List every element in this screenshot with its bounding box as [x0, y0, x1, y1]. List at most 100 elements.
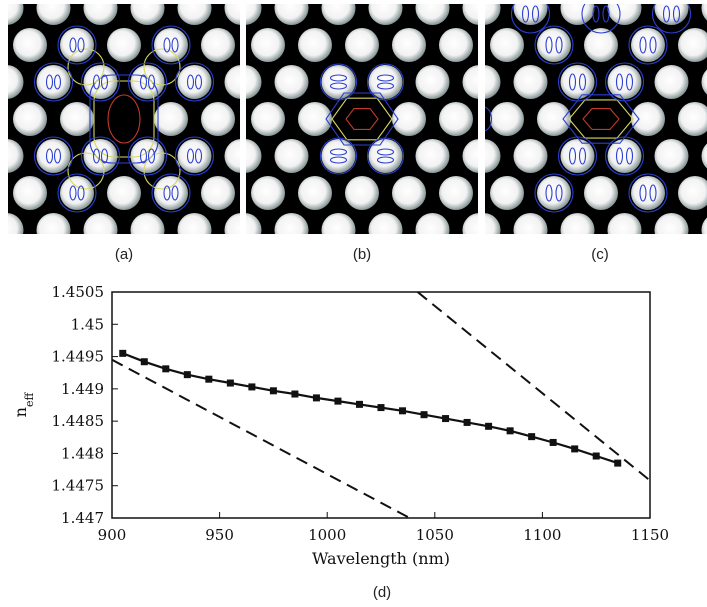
- contour-rod-lobe: [531, 5, 540, 23]
- rod: [224, 139, 240, 173]
- rod: [130, 65, 165, 99]
- rod: [462, 213, 478, 234]
- rod: [485, 65, 501, 99]
- rod: [298, 28, 332, 62]
- rod: [513, 139, 548, 173]
- rod: [177, 139, 212, 173]
- rod: [321, 213, 356, 234]
- rod: [584, 28, 618, 62]
- neff-data-point: [442, 415, 450, 423]
- mode-field-image-c: [485, 4, 707, 234]
- contour-rod-field: [510, 4, 551, 34]
- rod: [246, 4, 262, 25]
- mode-field-image-b: [246, 4, 478, 234]
- contour-rod-field: [557, 136, 598, 176]
- x-tick-label: 1050: [416, 526, 454, 544]
- rod: [177, 4, 212, 25]
- rod: [560, 213, 595, 234]
- y-axis-label-main: n: [11, 407, 30, 417]
- rod: [298, 176, 332, 210]
- neff-data-point: [269, 387, 277, 395]
- contour-rod-field: [557, 62, 598, 102]
- contour-rod-field: [151, 25, 191, 65]
- rod: [177, 213, 212, 234]
- rod: [607, 213, 642, 234]
- rod: [8, 4, 24, 25]
- neff-data-point: [528, 433, 536, 441]
- rod: [678, 102, 707, 136]
- contour-rod-lobe: [649, 184, 657, 202]
- rod: [274, 4, 309, 25]
- x-tick-label: 900: [98, 526, 127, 544]
- mode-field-panel-c: [485, 4, 707, 234]
- neff-data-point: [119, 349, 127, 357]
- contour-rod-lobe: [147, 74, 156, 90]
- contour-rod-lobe: [147, 148, 156, 164]
- contour-edge-field: [485, 106, 493, 132]
- contour-rod-lobe: [376, 156, 395, 164]
- contour-rod-field: [57, 25, 97, 65]
- rod: [490, 176, 524, 210]
- rod: [537, 176, 571, 210]
- rod: [701, 143, 707, 169]
- rod: [607, 65, 642, 99]
- plot-frame: [111, 291, 651, 519]
- field-contours: [33, 25, 215, 213]
- rod: [321, 139, 356, 173]
- rod: [251, 176, 285, 210]
- effective-index-chart: 1.447 1.4475 1.448 1.4485 1.449 1.4495 1.45 1.4…: [11, 283, 669, 568]
- rod: [462, 139, 478, 173]
- mode-field-panel-b: [246, 4, 478, 234]
- contour-lobe: [143, 48, 181, 86]
- x-axis-label: Wavelength (nm): [312, 549, 450, 568]
- rod: [36, 4, 71, 25]
- contour-rod-lobe: [376, 82, 395, 90]
- rod: [631, 28, 665, 62]
- neff-data-point: [592, 452, 600, 460]
- contour-core-inner: [107, 94, 141, 144]
- rod: [439, 102, 473, 136]
- panel-label-b: (b): [352, 246, 372, 263]
- rod: [485, 4, 501, 25]
- rod: [485, 213, 501, 234]
- contour-rod-field: [57, 173, 97, 213]
- rod: [36, 65, 71, 99]
- contour-rod-field: [33, 136, 74, 176]
- neff-data-point: [291, 390, 299, 398]
- mode-field-image-a: [8, 4, 240, 234]
- rod: [107, 28, 141, 62]
- rod: [345, 28, 379, 62]
- rod: [298, 102, 332, 136]
- rod: [631, 176, 665, 210]
- rod: [537, 28, 571, 62]
- rod: [701, 217, 707, 234]
- contour-rod-lobe: [163, 185, 171, 201]
- x-axis-ticks: 900 950 1000 1050 1100 1150: [98, 512, 669, 544]
- contour-rod-field: [604, 136, 645, 176]
- contour-rod-lobe: [578, 73, 587, 91]
- y-tick-label: 1.448: [61, 444, 104, 462]
- rod: [107, 176, 141, 210]
- rod: [678, 28, 707, 62]
- rod: [83, 65, 118, 99]
- rod: [345, 176, 379, 210]
- contour-core-outer: [89, 74, 159, 164]
- contour-rod-field: [366, 137, 405, 175]
- panel-label-a: (a): [114, 246, 134, 263]
- neff-data-point: [355, 400, 363, 408]
- rod: [154, 176, 188, 210]
- rod: [654, 139, 689, 173]
- y-axis-ticks: 1.447 1.4475 1.448 1.4485 1.449 1.4495 1.45 1.4…: [52, 283, 118, 527]
- rod: [439, 176, 473, 210]
- contour-rod-lobe: [194, 74, 203, 90]
- rod: [607, 139, 642, 173]
- neff-data-point: [485, 422, 493, 430]
- contour-rod-lobe: [545, 184, 553, 202]
- y-tick-label: 1.4495: [52, 348, 105, 366]
- rod: [415, 139, 450, 173]
- rod: [246, 65, 262, 99]
- rod: [13, 102, 47, 136]
- rod: [415, 4, 450, 25]
- contour-rod-lobe: [545, 36, 553, 54]
- rod: [274, 65, 309, 99]
